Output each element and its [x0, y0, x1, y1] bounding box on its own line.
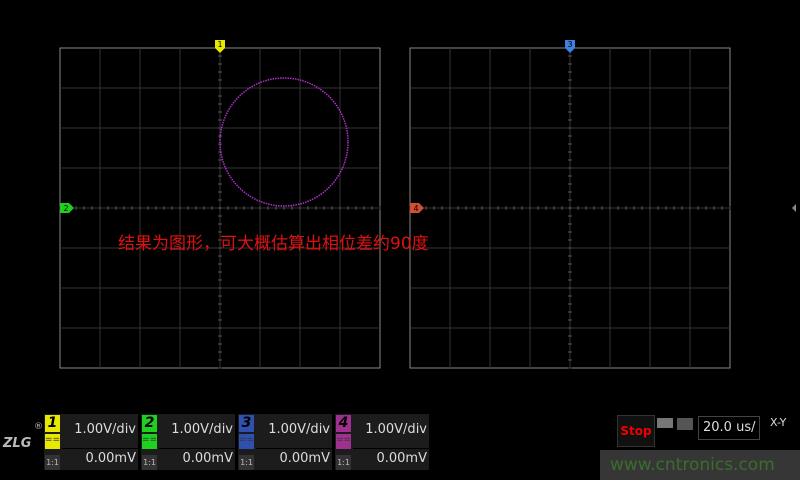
- divider: [159, 448, 235, 449]
- channel-1-marker: [215, 40, 225, 53]
- channel-2-marker-label: 2: [63, 204, 68, 213]
- channel-1-panel[interactable]: 1 == 1:1 1.00V/div 0.00mV: [44, 414, 138, 470]
- channel-offset[interactable]: 0.00mV: [182, 451, 233, 466]
- xy-mode-label[interactable]: X-Y: [770, 416, 787, 429]
- channel-2-marker: [60, 203, 74, 213]
- side-panel-arrow-icon: [792, 204, 796, 212]
- waveform-display: 1 2 3 4: [59, 40, 796, 369]
- channel-offset[interactable]: 0.00mV: [85, 451, 136, 466]
- trigger-menu-icon[interactable]: [677, 418, 693, 430]
- xy-trace: [219, 77, 349, 207]
- volts-per-div[interactable]: 1.00V/div: [171, 422, 233, 437]
- channel-offset[interactable]: 0.00mV: [376, 451, 427, 466]
- channel-number[interactable]: 4: [336, 415, 351, 432]
- dc-coupling-icon[interactable]: ==: [336, 434, 351, 449]
- timebase-readout[interactable]: 20.0 us/: [698, 416, 760, 440]
- trigger-source-badge[interactable]: [657, 418, 673, 428]
- watermark: www.cntronics.com: [600, 450, 800, 480]
- channel-4-marker: [410, 203, 424, 213]
- probe-ratio[interactable]: 1:1: [336, 455, 351, 470]
- volts-per-div[interactable]: 1.00V/div: [268, 422, 330, 437]
- channel-4-panel[interactable]: 4 == 1:1 1.00V/div 0.00mV: [335, 414, 429, 470]
- channel-offset[interactable]: 0.00mV: [279, 451, 330, 466]
- zlg-logo: ZLG: [3, 436, 32, 451]
- run-stop-button[interactable]: Stop: [617, 415, 655, 447]
- divider: [62, 448, 138, 449]
- volts-per-div[interactable]: 1.00V/div: [74, 422, 136, 437]
- channel-number[interactable]: 1: [45, 415, 60, 432]
- channel-3-marker: [565, 40, 575, 53]
- dc-coupling-icon[interactable]: ==: [142, 434, 157, 449]
- probe-ratio[interactable]: 1:1: [142, 455, 157, 470]
- divider: [353, 448, 429, 449]
- channel-2-panel[interactable]: 2 == 1:1 1.00V/div 0.00mV: [141, 414, 235, 470]
- dc-coupling-icon[interactable]: ==: [45, 434, 60, 449]
- divider: [256, 448, 332, 449]
- probe-ratio[interactable]: 1:1: [239, 455, 254, 470]
- channel-3-marker-label: 3: [567, 40, 572, 49]
- channel-3-panel[interactable]: 3 == 1:1 1.00V/div 0.00mV: [238, 414, 332, 470]
- channel-number[interactable]: 3: [239, 415, 254, 432]
- channel-1-marker-label: 1: [217, 40, 222, 49]
- registered-mark: ®: [34, 422, 43, 432]
- dc-coupling-icon[interactable]: ==: [239, 434, 254, 449]
- volts-per-div[interactable]: 1.00V/div: [365, 422, 427, 437]
- probe-ratio[interactable]: 1:1: [45, 455, 60, 470]
- channel-4-marker-label: 4: [413, 204, 418, 213]
- channel-number[interactable]: 2: [142, 415, 157, 432]
- annotation-text: 结果为图形，可大概估算出相位差约90度: [118, 234, 429, 254]
